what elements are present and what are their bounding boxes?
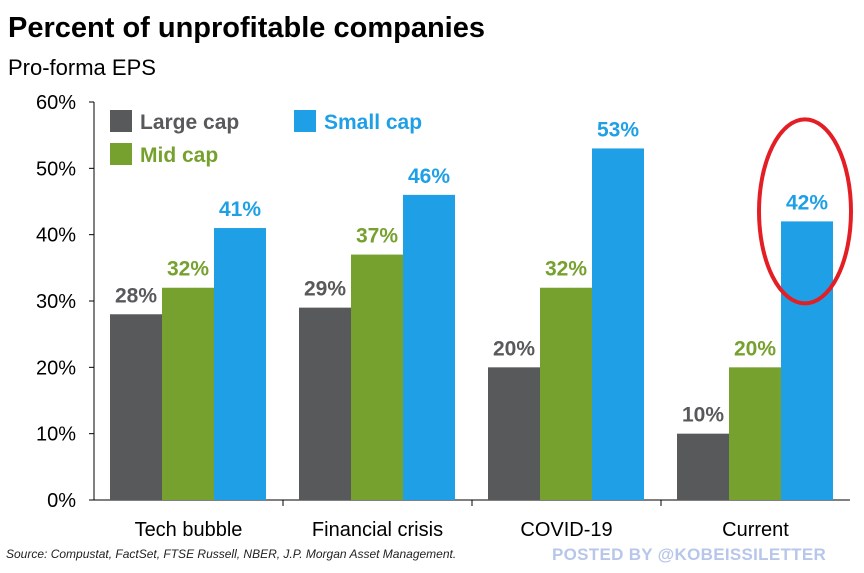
- bar-small-cap-2: [592, 148, 644, 500]
- legend-swatch: [294, 110, 316, 132]
- bar-mid-cap-0: [162, 287, 214, 500]
- chart-subtitle: Pro-forma EPS: [8, 55, 156, 80]
- legend-swatch: [110, 110, 132, 132]
- data-label: 20%: [493, 337, 535, 360]
- bar-mid-cap-3: [729, 367, 781, 500]
- y-tick-label: 20%: [36, 357, 76, 379]
- highlight-circle: [757, 117, 853, 306]
- data-label: 42%: [786, 191, 828, 214]
- data-label: 53%: [597, 118, 639, 141]
- data-label: 28%: [115, 284, 157, 307]
- bar-large-cap-1: [299, 307, 351, 500]
- x-tick-label: COVID-19: [520, 519, 612, 541]
- bar-small-cap-1: [403, 194, 455, 500]
- data-label: 32%: [167, 258, 209, 281]
- legend-label: Small cap: [324, 111, 422, 134]
- y-tick-label: 0%: [47, 490, 76, 512]
- bar-large-cap-2: [488, 367, 540, 500]
- data-label: 37%: [356, 225, 398, 248]
- x-tick-label: Current: [722, 519, 789, 541]
- legend-label: Large cap: [140, 111, 239, 134]
- legend-swatch: [110, 143, 132, 165]
- x-tick-label: Tech bubble: [135, 519, 243, 541]
- data-label: 32%: [545, 258, 587, 281]
- data-label: 41%: [219, 198, 261, 221]
- y-tick-label: 60%: [36, 92, 76, 114]
- bar-large-cap-3: [677, 433, 729, 500]
- bar-mid-cap-2: [540, 287, 592, 500]
- bar-small-cap-3: [781, 221, 833, 500]
- watermark: POSTED BY @KOBEISSILETTER: [552, 545, 827, 564]
- data-label: 10%: [682, 404, 724, 427]
- data-label: 29%: [304, 278, 346, 301]
- y-tick-label: 40%: [36, 225, 76, 247]
- y-tick-label: 10%: [36, 424, 76, 446]
- data-label: 46%: [408, 165, 450, 188]
- data-label: 20%: [734, 337, 776, 360]
- bar-small-cap-0: [214, 228, 266, 501]
- bar-large-cap-0: [110, 314, 162, 500]
- y-tick-label: 30%: [36, 291, 76, 313]
- x-tick-label: Financial crisis: [312, 519, 443, 541]
- bar-mid-cap-1: [351, 254, 403, 500]
- chart-title: Percent of unprofitable companies: [8, 12, 485, 44]
- source-note: Source: Compustat, FactSet, FTSE Russell…: [6, 547, 457, 561]
- legend-label: Mid cap: [140, 144, 218, 167]
- y-tick-label: 50%: [36, 158, 76, 180]
